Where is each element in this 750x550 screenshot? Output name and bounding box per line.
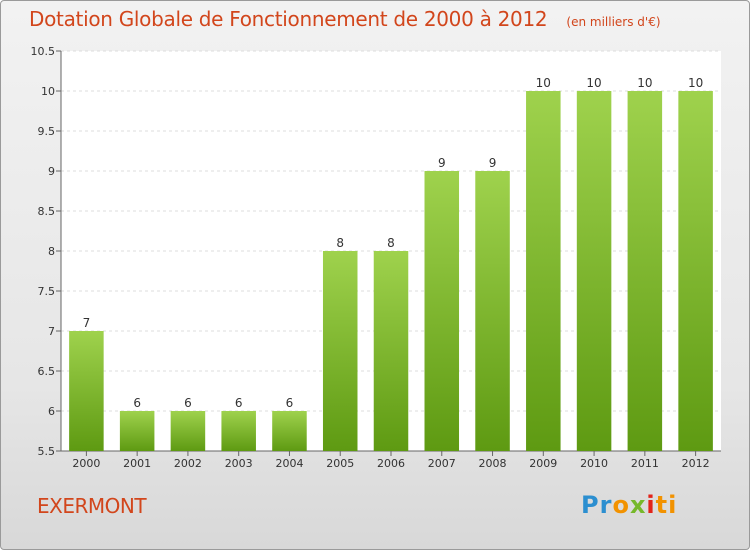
x-tick-label: 2010 [580, 457, 608, 470]
x-tick-labels: 2000 2001 2002 2003 2004 2005 2006 2007 2008 2009… [72, 457, 709, 470]
x-tick-label: 2000 [72, 457, 100, 470]
x-tick-label: 2001 [123, 457, 151, 470]
chart-title: Dotation Globale de Fonctionnement de 20… [29, 7, 548, 31]
data-label: 9 [438, 156, 446, 170]
bar-2008 [475, 171, 510, 451]
y-tick-label: 6 [48, 405, 55, 418]
data-label: 6 [286, 396, 294, 410]
y-tick-label: 10.5 [31, 45, 56, 58]
chart-subtitle: (en milliers d'€) [566, 15, 661, 29]
data-label: 10 [586, 76, 601, 90]
x-tick-label: 2005 [326, 457, 354, 470]
data-label: 8 [336, 236, 344, 250]
data-label: 8 [387, 236, 395, 250]
bar-2007 [424, 171, 460, 451]
data-label: 6 [184, 396, 192, 410]
y-tick-label: 9.5 [38, 125, 56, 138]
data-label: 10 [688, 76, 703, 90]
bars [69, 91, 713, 451]
data-label: 6 [133, 396, 141, 410]
x-tick-label: 2006 [377, 457, 405, 470]
y-tick-labels: 5.5 6 6.5 7 7.5 8 8.5 9 9.5 10 10.5 [31, 45, 56, 458]
y-tick-label: 8.5 [38, 205, 56, 218]
y-tick-label: 10 [41, 85, 55, 98]
y-tick-label: 7.5 [38, 285, 56, 298]
bar-2002 [170, 411, 206, 451]
x-tick-label: 2002 [174, 457, 202, 470]
x-tick-label: 2012 [682, 457, 710, 470]
bar-2004 [272, 411, 307, 451]
chart-title-block: Dotation Globale de Fonctionnement de 20… [29, 7, 661, 31]
bar-2005 [322, 251, 358, 451]
y-tick-label: 7 [48, 325, 55, 338]
logo-part-1: Pr [581, 491, 613, 519]
place-name: EXERMONT [37, 494, 147, 518]
x-tick-label: 2007 [428, 457, 456, 470]
bar-2009 [526, 91, 561, 451]
x-tick-label: 2011 [631, 457, 659, 470]
data-label: 9 [489, 156, 497, 170]
data-label: 6 [235, 396, 243, 410]
y-tick-label: 5.5 [38, 445, 56, 458]
y-tick-label: 8 [48, 245, 55, 258]
logo-part-3: x [629, 491, 647, 519]
bar-2011 [627, 91, 663, 451]
logo-part-4: i [646, 491, 656, 519]
value-labels: 7 6 6 6 6 8 8 9 9 10 10 10 10 [83, 76, 704, 410]
bar-2000 [69, 331, 104, 451]
y-tick-label: 6.5 [38, 365, 56, 378]
x-tick-label: 2004 [275, 457, 303, 470]
logo-part-5: ti [655, 491, 678, 519]
y-tick-label: 9 [48, 165, 55, 178]
bar-2010 [576, 91, 612, 451]
x-tick-label: 2003 [225, 457, 253, 470]
bar-2001 [119, 411, 155, 451]
data-label: 10 [536, 76, 551, 90]
data-label: 7 [83, 316, 91, 330]
x-tick-label: 2009 [529, 457, 557, 470]
bar-2003 [221, 411, 256, 451]
logo-part-2: o [612, 491, 630, 519]
proxiti-logo: Proxiti [581, 491, 677, 519]
x-tick-label: 2008 [479, 457, 507, 470]
bar-2012 [678, 91, 713, 451]
bar-2006 [373, 251, 409, 451]
data-label: 10 [637, 76, 652, 90]
